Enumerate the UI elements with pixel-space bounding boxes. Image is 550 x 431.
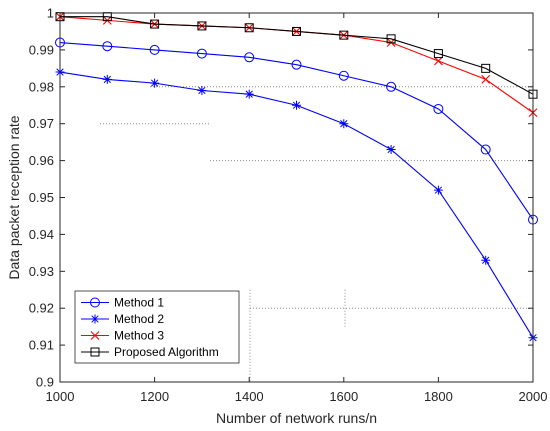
data-point-method-1 — [196, 48, 207, 59]
data-point-method-1 — [480, 144, 491, 155]
y-tick-label: 0.91 — [29, 338, 54, 353]
y-tick-label: 0.97 — [29, 116, 54, 131]
series-proposed-algorithm — [55, 12, 538, 99]
y-tick-label: 0.9 — [36, 375, 54, 390]
x-tick-label: 1400 — [235, 389, 264, 404]
legend-box — [74, 290, 240, 364]
legend-label: Method 2 — [114, 312, 164, 326]
data-point-method-3 — [434, 56, 443, 66]
data-point-method-1 — [244, 52, 255, 63]
y-tick-label: 0.92 — [29, 301, 54, 316]
data-point-method-2 — [102, 74, 112, 84]
y-tick-label: 0.94 — [29, 227, 54, 242]
series-line-proposed-algorithm — [60, 16, 534, 95]
data-point-method-2 — [386, 145, 396, 155]
data-point-method-1 — [291, 59, 302, 70]
data-point-method-3 — [481, 75, 491, 84]
data-point-proposed-algorithm — [244, 23, 254, 33]
y-tick-label: 0.96 — [29, 153, 54, 168]
x-tick-label: 1800 — [424, 389, 453, 404]
legend-item-proposed-algorithm: Proposed Algorithm — [81, 345, 219, 359]
data-point-method-2 — [481, 255, 491, 265]
y-tick-label: 0.93 — [29, 264, 54, 279]
data-point-method-1 — [102, 41, 113, 52]
data-point-method-2 — [244, 89, 254, 99]
legend-item-method-3: Method 3 — [81, 329, 164, 343]
data-point-proposed-algorithm — [150, 19, 160, 29]
y-tick-label: 0.95 — [29, 190, 54, 205]
data-point-proposed-algorithm — [292, 26, 301, 36]
dotted-reference-lines — [100, 86, 533, 382]
data-point-proposed-algorithm — [481, 63, 491, 73]
legend-marker — [90, 331, 100, 340]
data-point-method-1 — [149, 44, 160, 55]
series-line-method-1 — [59, 41, 534, 220]
data-point-method-2 — [339, 119, 349, 129]
legend-label: Proposed Algorithm — [114, 345, 219, 359]
y-tick-label: 0.98 — [29, 79, 54, 94]
ticks-layer: 1000 1200 1400 1600 1800 2000 0.9 0.91 0.92 0.93 0… — [29, 6, 548, 405]
legend-label: Method 3 — [114, 329, 164, 343]
legend-marker — [90, 297, 100, 308]
data-point-proposed-algorithm — [339, 30, 349, 40]
legend-marker — [90, 347, 100, 357]
legend-marker — [90, 314, 100, 324]
y-tick-label: 0.99 — [29, 42, 54, 57]
x-tick-label: 1000 — [46, 389, 75, 404]
data-point-method-2 — [433, 185, 443, 195]
data-point-method-1 — [338, 70, 349, 81]
legend-label: Method 1 — [114, 296, 164, 310]
data-point-proposed-algorithm — [433, 49, 443, 59]
x-axis-label: Number of network runs/n — [216, 410, 377, 426]
data-point-proposed-algorithm — [197, 21, 207, 31]
data-point-method-2 — [292, 100, 301, 110]
series-method-1 — [55, 37, 538, 225]
x-tick-label: 2000 — [519, 389, 548, 404]
data-point-method-2 — [150, 78, 160, 88]
legend-item-method-1: Method 1 — [81, 296, 164, 310]
legend-item-method-2: Method 2 — [81, 312, 164, 326]
data-point-proposed-algorithm — [386, 34, 396, 44]
y-axis-label: Data packet reception rate — [6, 115, 22, 279]
y-tick-label: 1 — [47, 6, 54, 21]
x-tick-label: 1600 — [329, 389, 358, 404]
data-point-method-1 — [433, 103, 444, 114]
data-point-method-2 — [197, 85, 207, 95]
x-tick-label: 1200 — [140, 389, 169, 404]
legend: Method 1 Method 2 Method 3 Proposed Algorit… — [74, 290, 240, 364]
data-point-method-1 — [386, 81, 397, 92]
